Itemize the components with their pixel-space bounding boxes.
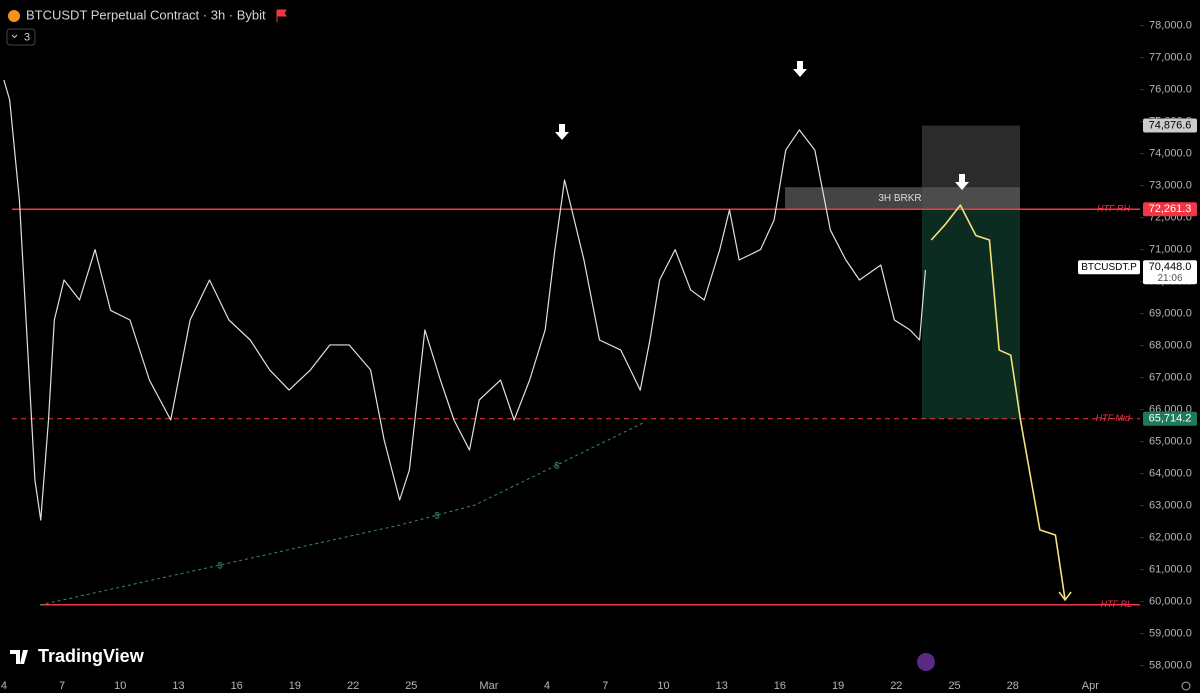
projection-line [930, 204, 1066, 601]
coin-icon [8, 10, 20, 22]
y-tick-label: 74,000.0 [1149, 148, 1192, 160]
y-tick-label: 68,000.0 [1149, 340, 1192, 352]
chevron [11, 34, 18, 39]
y-tick-label: 73,000.0 [1149, 180, 1192, 192]
y-tick-label: 71,000.0 [1149, 244, 1192, 256]
flag [276, 9, 287, 22]
chart-title: BTCUSDT Perpetual Contract · 3h · Bybit [26, 7, 266, 22]
x-tick-label: 19 [832, 680, 844, 692]
indicator-count: 3 [24, 31, 30, 43]
y-tick-label: 76,000.0 [1149, 84, 1192, 96]
x-tick-label: Mar [479, 680, 498, 692]
x-tick-label: 16 [774, 680, 786, 692]
y-tick-label: 61,000.0 [1149, 564, 1192, 576]
plot: 58,000.0 59,000.0 60,000.0 61,000.0 62,000.0… [1, 20, 1197, 692]
x-tick-label: 7 [59, 680, 65, 692]
price-badge-label: 72,261.3 [1149, 203, 1192, 215]
symbol-badge [1078, 260, 1140, 275]
x-tick-label: 28 [1007, 680, 1019, 692]
brand: TradingView [38, 646, 145, 666]
level-name: HTF RL [1101, 599, 1132, 609]
x-tick-label: 4 [544, 680, 550, 692]
y-tick-label: 67,000.0 [1149, 372, 1192, 384]
projection-arrowhead [1058, 591, 1072, 602]
price-badge [1143, 411, 1197, 426]
countdown: 21:06 [1157, 273, 1182, 284]
y-tick-label: 62,000.0 [1149, 532, 1192, 544]
symbol-label: BTCUSDT.P [1081, 262, 1137, 273]
level-name: HTF Mid [1096, 413, 1131, 423]
trend-marker: $ [554, 460, 559, 470]
y-tick-label: 69,000.0 [1149, 308, 1192, 320]
y-tick-label: 65,000.0 [1149, 436, 1192, 448]
brkr-box [785, 187, 1020, 210]
level-name: HTF RH [1097, 204, 1130, 214]
x-tick-label: 16 [231, 680, 243, 692]
y-tick-label: 60,000.0 [1149, 596, 1192, 608]
x-tick-label: 10 [114, 680, 126, 692]
x-tick-label: 22 [347, 680, 359, 692]
x-tick-label: 7 [602, 680, 608, 692]
current-badge [1143, 260, 1197, 285]
x-tick-label: 10 [657, 680, 669, 692]
settings-icon[interactable] [1181, 681, 1191, 691]
y-tick-label: 58,000.0 [1149, 660, 1192, 672]
x-tick-label: 13 [172, 680, 184, 692]
price-badge [1143, 118, 1197, 133]
y-tick-label: 77,000.0 [1149, 52, 1192, 64]
price-line [3, 79, 927, 521]
x-tick-label: 4 [1, 680, 7, 692]
price-badge-label: 65,714.2 [1149, 413, 1192, 425]
trendline [39, 421, 646, 606]
y-tick-label: 59,000.0 [1149, 628, 1192, 640]
x-tick-label: 19 [289, 680, 301, 692]
trend-marker: $ [217, 560, 222, 570]
y-tick-label: 63,000.0 [1149, 500, 1192, 512]
x-tick-label: 22 [890, 680, 902, 692]
badge-icon[interactable] [917, 653, 935, 671]
brkr-label: 3H BRKR [878, 193, 921, 204]
reward-box [922, 209, 1020, 419]
x-tick-label: 25 [948, 680, 960, 692]
arrows [555, 61, 969, 190]
x-tick-label: 13 [716, 680, 728, 692]
price-badge-label: 74,876.6 [1149, 119, 1192, 131]
x-tick-label: Apr [1082, 680, 1099, 692]
y-tick-label: 64,000.0 [1149, 468, 1192, 480]
indicator-toggle[interactable] [6, 28, 36, 46]
y-tick-label: 78,000.0 [1149, 20, 1192, 32]
price-badge [1143, 202, 1197, 217]
trend-marker: $ [434, 510, 439, 520]
current-price: 70,448.0 [1149, 261, 1192, 273]
brand-logo [10, 650, 28, 664]
x-tick-label: 25 [405, 680, 417, 692]
